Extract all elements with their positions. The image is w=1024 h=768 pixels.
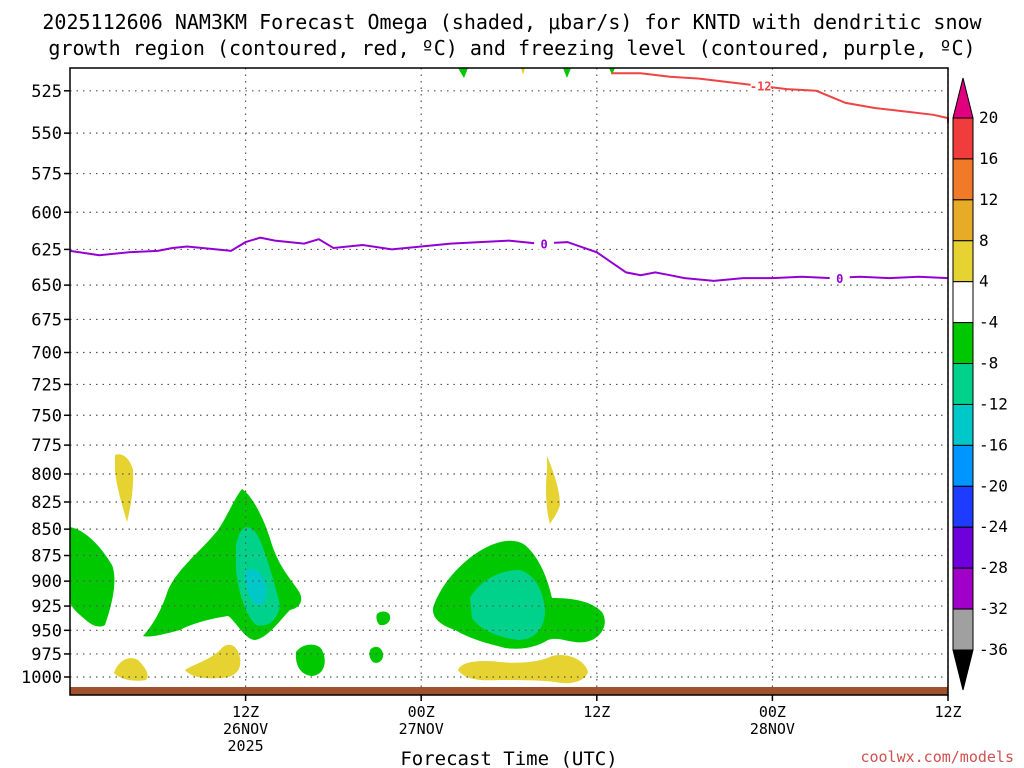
colorbar-label: -4: [979, 313, 998, 332]
colorbar-label: -8: [979, 354, 998, 373]
omega-region-right-teal: [470, 570, 545, 640]
colorbar-label: -16: [979, 435, 1008, 454]
colorbar-bin: [952, 117, 974, 160]
y-tick-label: 700: [31, 344, 62, 364]
omega-region-mid-green: [143, 489, 302, 640]
y-tick-label: 575: [31, 165, 62, 185]
y-tick-label: 525: [31, 82, 62, 102]
colorbar-bin: [952, 158, 974, 201]
omega-region-left-green: [70, 527, 115, 627]
colorbar-label: -36: [979, 640, 1008, 659]
omega-region-top-green-2: [563, 68, 571, 78]
colorbar-bin: [952, 363, 974, 405]
x-tick-label: 00Z: [408, 703, 435, 721]
x-tick-label: 26NOV: [223, 720, 268, 738]
contour-line-dendritic: [611, 72, 949, 124]
x-tick-label: 2025: [228, 737, 264, 755]
contour-label: 0: [836, 272, 843, 286]
colorbar-max-arrow: [952, 77, 974, 119]
x-tick-label: 00Z: [759, 703, 786, 721]
y-axis: 525 550 575 600 625 650 675 700 725 750 775 800 825 8…: [21, 82, 70, 688]
colorbar-bin: [952, 485, 974, 528]
colorbar-bin: [952, 608, 974, 651]
omega-region-yellow-5: [458, 654, 588, 684]
y-tick-label: 600: [31, 203, 62, 223]
omega-region-small-green-3: [369, 646, 384, 663]
y-tick-label: 975: [31, 645, 62, 665]
omega-region-yellow-6: [521, 68, 525, 75]
colorbar-bin: [952, 281, 974, 324]
y-tick-label: 1000: [21, 668, 62, 688]
colorbar-bin: [952, 444, 974, 487]
credit-text: coolwx.com/models: [860, 748, 1014, 766]
x-tick-label: 12Z: [583, 703, 610, 721]
colorbar-bin: [952, 199, 974, 242]
omega-region-small-green-1: [295, 644, 325, 676]
y-tick-label: 625: [31, 240, 62, 260]
omega-region-mid-cyan: [244, 568, 267, 606]
y-tick-label: 675: [31, 310, 62, 330]
colorbar-bin: [952, 322, 974, 365]
x-tick-label: 28NOV: [750, 720, 795, 738]
chart-title-line1: 2025112606 NAM3KM Forecast Omega (shaded…: [42, 10, 982, 34]
contour-label-bg: [829, 271, 850, 285]
colorbar-label: -32: [979, 599, 1008, 618]
colorbar-min-arrow: [952, 649, 974, 691]
omega-region-small-green-2: [376, 611, 391, 626]
y-tick-label: 900: [31, 572, 62, 592]
y-tick-label: 950: [31, 621, 62, 641]
y-tick-label: 775: [31, 436, 62, 456]
x-tick-label: 12Z: [232, 703, 259, 721]
y-tick-label: 725: [31, 375, 62, 395]
omega-region-yellow-3: [114, 658, 148, 681]
colorbar-bin: [952, 403, 974, 446]
contour-label-bg: [534, 236, 555, 250]
omega-region-yellow-2: [546, 456, 560, 524]
colorbar-label: 20: [979, 108, 998, 127]
y-tick-label: 850: [31, 520, 62, 540]
y-tick-label: 875: [31, 547, 62, 567]
colorbar-label: 12: [979, 190, 998, 209]
y-tick-label: 750: [31, 406, 62, 426]
ground-surface: [70, 687, 948, 695]
colorbar-label: 16: [979, 149, 998, 168]
colorbar-label: -24: [979, 517, 1008, 536]
x-tick-label: 27NOV: [399, 720, 444, 738]
contour-line-freezing-level: [69, 236, 949, 282]
contour-lines: 0 0 -12: [69, 72, 949, 286]
y-tick-label: 650: [31, 276, 62, 296]
x-axis-label: Forecast Time (UTC): [400, 748, 617, 768]
colorbar-label: -12: [979, 394, 1008, 413]
contour-label-bg: [750, 78, 771, 92]
chart-title-line2: growth region (contoured, red, ºC) and f…: [48, 36, 975, 60]
omega-region-top-green-3: [609, 68, 615, 75]
omega-region-yellow-1: [115, 454, 134, 522]
y-tick-label: 825: [31, 493, 62, 513]
x-tick-label: 12Z: [934, 703, 961, 721]
colorbar: 20 16 12 8 4 -4 -8 -12 -16 -20 -24 -28 -32 -36: [952, 77, 1008, 691]
colorbar-label: -20: [979, 476, 1008, 495]
colorbar-bin: [952, 567, 974, 610]
y-tick-label: 925: [31, 597, 62, 617]
colorbar-label: 4: [979, 272, 989, 291]
colorbar-bin: [952, 240, 974, 283]
colorbar-label: 8: [979, 231, 989, 250]
y-tick-label: 550: [31, 124, 62, 144]
contour-label: -12: [750, 80, 772, 94]
colorbar-bin: [952, 526, 974, 569]
colorbar-label: -28: [979, 558, 1008, 577]
omega-shading: [70, 68, 615, 684]
omega-region-top-green-1: [458, 68, 468, 78]
y-tick-label: 800: [31, 465, 62, 485]
omega-region-yellow-4: [185, 644, 241, 679]
plot-frame: [69, 67, 949, 696]
contour-label: 0: [541, 238, 548, 252]
